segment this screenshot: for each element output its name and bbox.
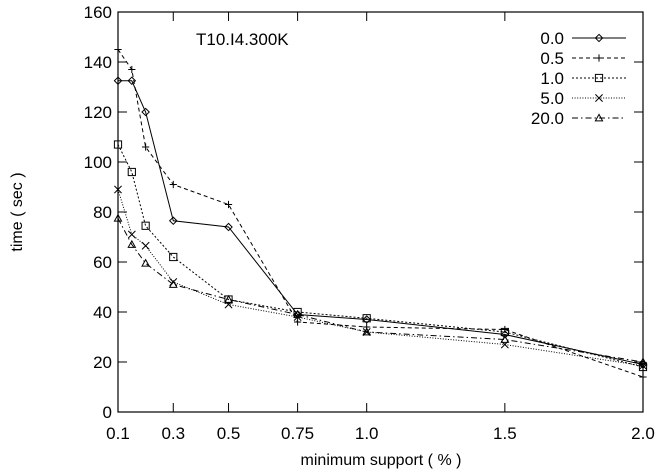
y-tick-label: 0 xyxy=(103,403,112,422)
data-point xyxy=(294,318,302,326)
data-point xyxy=(113,76,123,86)
y-tick-label: 60 xyxy=(93,253,112,272)
data-point xyxy=(594,113,604,122)
series-line xyxy=(117,144,644,368)
data-point xyxy=(293,307,302,317)
series-1.0 xyxy=(113,140,648,372)
y-axis-label: time ( sec ) xyxy=(9,172,26,251)
data-point xyxy=(128,65,136,74)
legend-label: 0.0 xyxy=(540,29,564,48)
legend-label: 5.0 xyxy=(540,89,564,108)
legend-label: 20.0 xyxy=(531,109,564,128)
data-point xyxy=(595,54,603,62)
series-20.0 xyxy=(113,213,648,366)
legend-label: 0.5 xyxy=(540,49,564,68)
data-point xyxy=(114,185,122,194)
data-point xyxy=(127,230,136,239)
y-tick-label: 20 xyxy=(93,353,112,372)
y-tick-label: 40 xyxy=(93,303,112,322)
x-tick-label: 0.75 xyxy=(281,424,314,443)
data-point xyxy=(141,221,150,230)
data-point xyxy=(224,222,233,232)
data-point xyxy=(594,73,604,83)
data-point xyxy=(127,76,137,86)
y-tick-label: 140 xyxy=(84,53,112,72)
data-point xyxy=(293,310,302,319)
series-layer xyxy=(113,45,648,381)
data-point xyxy=(638,357,648,366)
legend-item: 0.0 xyxy=(540,29,626,48)
data-point xyxy=(113,213,123,222)
x-tick-label: 1.0 xyxy=(355,424,379,443)
data-point xyxy=(113,140,123,149)
x-tick-label: 0.3 xyxy=(161,424,185,443)
data-point xyxy=(224,200,233,209)
x-axis-label: minimum support ( % ) xyxy=(301,452,462,469)
data-point xyxy=(500,330,510,339)
data-point xyxy=(141,241,150,250)
data-point xyxy=(169,180,177,189)
data-point xyxy=(362,314,371,323)
data-point xyxy=(142,143,150,151)
legend-item: 1.0 xyxy=(540,69,626,88)
data-point xyxy=(168,279,178,288)
plot-frame xyxy=(117,11,644,413)
data-point xyxy=(594,33,604,43)
y-tick-label: 100 xyxy=(84,153,112,172)
x-tick-label: 0.1 xyxy=(106,424,130,443)
data-point xyxy=(169,252,178,262)
legend-item: 5.0 xyxy=(540,89,626,108)
y-tick-label: 160 xyxy=(84,3,112,22)
data-point xyxy=(362,327,372,336)
x-tick-label: 1.5 xyxy=(493,424,517,443)
x-tick-label: 0.5 xyxy=(217,424,241,443)
data-point xyxy=(168,216,178,226)
series-line xyxy=(117,49,644,378)
data-point xyxy=(127,167,136,177)
series-line xyxy=(117,189,644,367)
data-point xyxy=(639,373,647,381)
legend-item: 20.0 xyxy=(531,109,626,128)
data-point xyxy=(127,239,137,248)
legend: 0.00.51.05.020.0 xyxy=(531,29,626,128)
series-0.5 xyxy=(114,45,647,381)
data-point xyxy=(114,45,122,54)
series-line xyxy=(118,80,644,365)
data-point xyxy=(141,258,151,267)
data-point xyxy=(500,334,510,343)
chart-annotation: T10.I4.300K xyxy=(196,30,289,49)
data-point xyxy=(293,309,303,318)
data-point xyxy=(638,362,648,372)
data-point xyxy=(595,94,603,102)
x-tick-label: 2.0 xyxy=(631,424,655,443)
series-5.0 xyxy=(114,185,647,370)
series-0.0 xyxy=(113,76,648,369)
data-point xyxy=(224,294,233,303)
legend-label: 1.0 xyxy=(540,69,564,88)
y-tick-label: 120 xyxy=(84,103,112,122)
series-line xyxy=(117,218,644,363)
y-tick-label: 80 xyxy=(93,203,112,222)
data-point xyxy=(141,107,150,117)
legend-item: 0.5 xyxy=(540,49,626,68)
ticks: 0 20 40 60 80 100 120 140 160 0.1 0.3 0.5 0.75 1.0 1.5… xyxy=(84,3,655,443)
data-point xyxy=(362,315,371,324)
